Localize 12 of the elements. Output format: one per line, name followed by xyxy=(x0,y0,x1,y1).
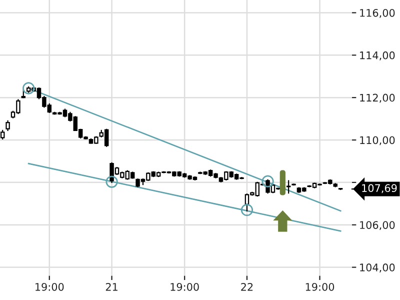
ref-line-label: 107,69 xyxy=(362,184,397,194)
y-tick-label: 110,00 xyxy=(360,136,395,146)
x-tick-label: 22 xyxy=(241,282,253,291)
y-tick-label: 114,00 xyxy=(360,51,395,60)
y-tick-label: 116,00 xyxy=(360,8,395,18)
x-tick-label: 19:00 xyxy=(170,282,199,291)
x-tick-label: 19:00 xyxy=(36,282,64,291)
x-tick-label: 19:00 xyxy=(306,282,334,291)
x-tick-label: 21 xyxy=(106,282,118,291)
y-tick-label: 112,00 xyxy=(360,94,395,103)
y-tick-label: 106,00 xyxy=(360,221,395,230)
y-tick-label: 104,00 xyxy=(360,264,395,272)
